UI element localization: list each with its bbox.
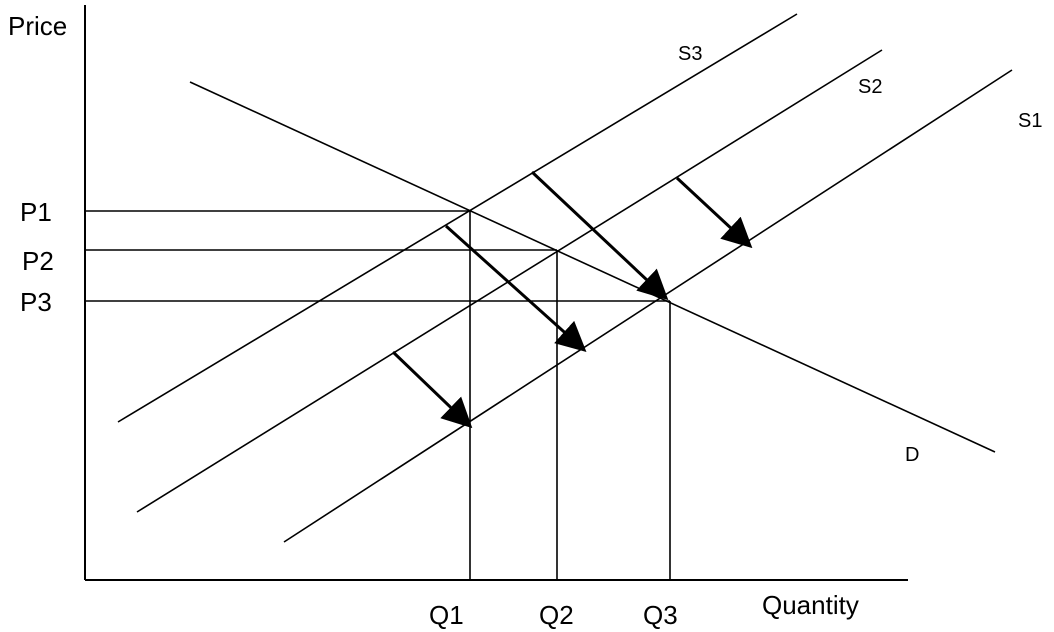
supply-curve-s3 xyxy=(117,13,798,423)
shift-arrow-4 xyxy=(675,176,753,249)
supply-label-s2: S2 xyxy=(858,76,882,98)
demand-curve xyxy=(189,81,996,453)
quantity-label-q2: Q2 xyxy=(539,600,574,630)
quantity-label-q3: Q3 xyxy=(643,600,678,630)
shift-arrow-3 xyxy=(530,170,669,301)
y-axis-label: Price xyxy=(8,11,67,41)
x-axis-label: Quantity xyxy=(762,590,859,620)
shift-arrow-2 xyxy=(444,224,587,353)
price-label-p1: P1 xyxy=(20,197,52,227)
supply-label-s1: S1 xyxy=(1018,110,1042,132)
supply-curve-s1 xyxy=(283,69,1013,543)
price-label-p3: P3 xyxy=(20,287,52,317)
supply-label-s3: S3 xyxy=(678,43,702,65)
shift-arrow-1 xyxy=(391,350,473,429)
demand-label: D xyxy=(905,444,919,466)
quantity-label-q1: Q1 xyxy=(429,600,464,630)
price-label-p2: P2 xyxy=(22,246,54,276)
